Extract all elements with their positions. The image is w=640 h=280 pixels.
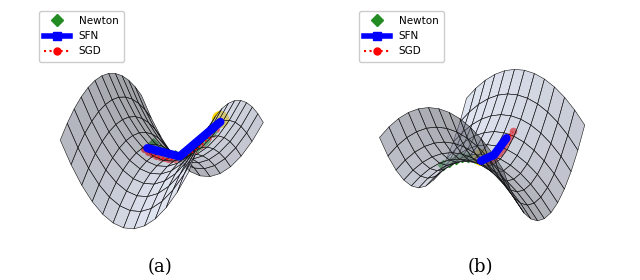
Text: (a): (a) — [148, 258, 172, 276]
Text: (b): (b) — [467, 258, 493, 276]
Legend: Newton, SFN, SGD: Newton, SFN, SGD — [359, 11, 444, 62]
Legend: Newton, SFN, SGD: Newton, SFN, SGD — [39, 11, 124, 62]
